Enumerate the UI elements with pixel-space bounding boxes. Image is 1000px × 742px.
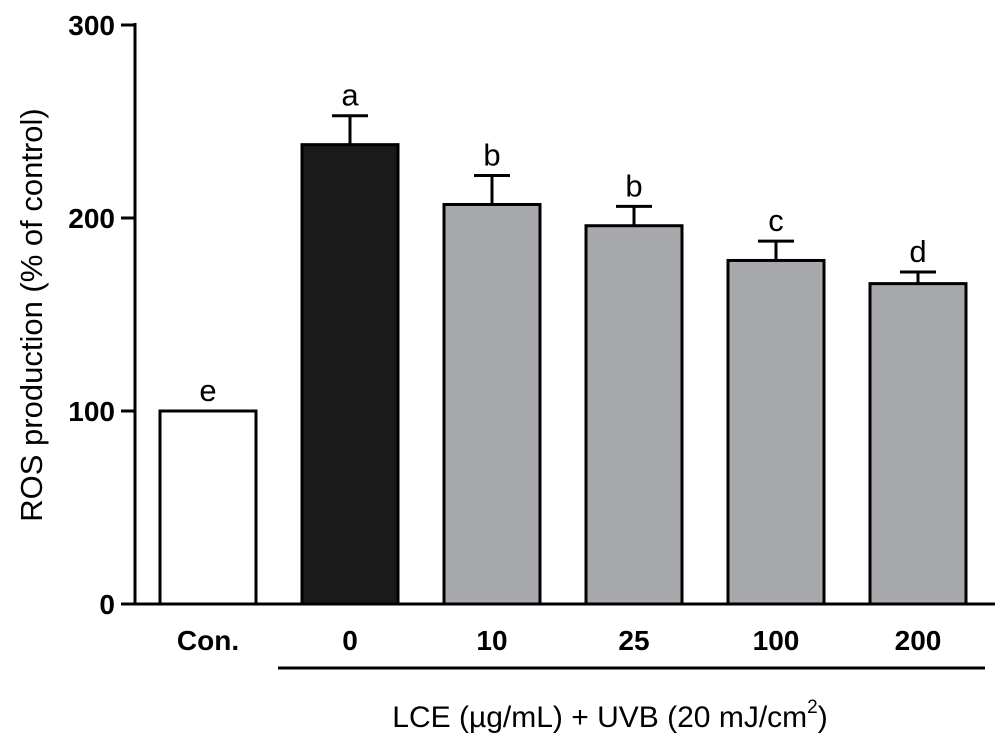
group-label: LCE (µg/mL) + UVB (20 mJ/cm2)	[392, 697, 827, 734]
significance-label: e	[199, 373, 216, 408]
x-tick-label: 0	[342, 625, 358, 656]
significance-label: b	[483, 138, 500, 173]
x-tick-label: 25	[618, 625, 649, 656]
y-axis-label: ROS production (% of control)	[14, 108, 49, 522]
bar	[442, 202, 542, 606]
x-axis: Con. 0 10 25 100 200	[133, 602, 995, 656]
x-tick-label: 100	[753, 625, 800, 656]
y-tick-label: 100	[68, 396, 115, 427]
bars: e a b b c d	[158, 78, 968, 606]
bar	[726, 258, 826, 606]
significance-label: b	[625, 168, 642, 203]
y-axis: 0 100 200 300	[68, 10, 137, 620]
significance-label: d	[909, 234, 926, 269]
y-tick-label: 200	[68, 203, 115, 234]
y-tick-label: 300	[68, 10, 115, 41]
bar	[158, 409, 258, 606]
x-tick-label: 200	[895, 625, 942, 656]
bar	[868, 282, 968, 606]
bar	[300, 143, 400, 606]
significance-label: c	[768, 203, 784, 238]
bar	[584, 224, 684, 606]
x-tick-label: 10	[476, 625, 507, 656]
x-tick-label: Con.	[177, 625, 239, 656]
significance-label: a	[341, 78, 359, 113]
y-tick-label: 0	[99, 589, 115, 620]
